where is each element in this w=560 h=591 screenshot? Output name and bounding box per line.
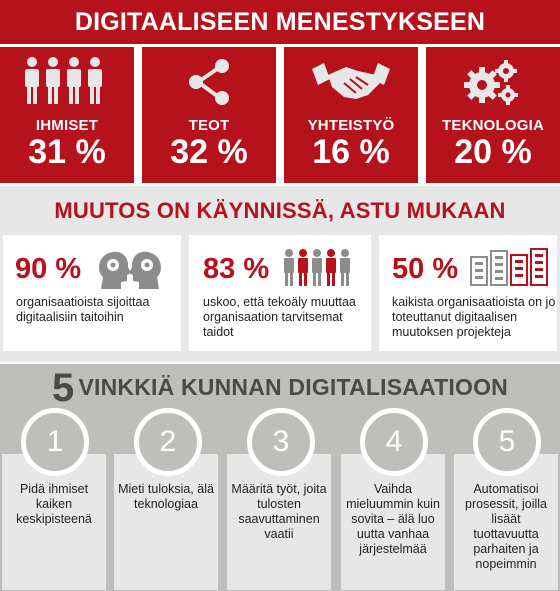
stat-value: 32 % (170, 133, 248, 171)
change-section: MUUTOS ON KÄYNNISSÄ, ASTU MUKAAN 90 % or… (0, 186, 560, 362)
tip-card-4: Vaihda mieluummin kuin sovita – älä luo … (341, 454, 445, 590)
tip-card-3: Määritä työt, joita tulosten saavuttamin… (227, 454, 331, 590)
tips-section: 5 VINKKIÄ KUNNAN DIGITALISAATIOON Pidä ih… (0, 364, 560, 591)
stat-value: 31 % (28, 133, 106, 171)
stat-label: TEKNOLOGIA (442, 117, 544, 134)
tip-text: Pidä ihmiset kaiken keskipisteenä (16, 482, 92, 526)
stat-value: 16 % (312, 133, 390, 171)
tip-text: Vaihda mieluummin kuin sovita – älä luo … (346, 482, 440, 556)
tip-number-1: 1 (21, 408, 89, 476)
stat-label: YHTEISTYÖ (307, 117, 395, 134)
page-title: DIGITAALISEEN MENESTYKSEEN VAIKUTTAVAT: (0, 0, 560, 80)
tip-text: Mieti tuloksia, älä teknologiaa (118, 482, 214, 511)
card-description: kaikista organisaatioista on jo toteutta… (392, 295, 556, 339)
section-title: MUUTOS ON KÄYNNISSÄ, ASTU MUKAAN (54, 198, 506, 223)
people-icon (25, 57, 102, 104)
card-value: 90 % (15, 253, 82, 285)
tip-card-2: Mieti tuloksia, älä teknologiaa (114, 454, 218, 590)
stat-yhteistyo: YHTEISTYÖ 16 % (284, 47, 418, 183)
card-description: organisaatioista sijoittaa digitaalisiin… (16, 295, 150, 324)
buildings-icon (470, 248, 548, 286)
gears-icon (464, 60, 518, 105)
card-description: uskoo, että tekoäly muuttaa organisaatio… (203, 295, 356, 339)
tip-text: Automatisoi prosessit, joilla lisäät tuo… (465, 482, 547, 571)
tip-card-1: Pidä ihmiset kaiken keskipisteenä (2, 454, 106, 590)
tip-number-3: 3 (247, 408, 315, 476)
people-icon (284, 249, 350, 286)
stat-value: 20 % (454, 133, 532, 171)
card-value: 83 % (203, 253, 270, 285)
stat-teot: TEOT 32 % (142, 47, 276, 183)
tip-text: Määritä työt, joita tulosten saavuttamin… (231, 482, 327, 541)
tips-title-text: VINKKIÄ KUNNAN DIGITALISAATIOON (78, 374, 508, 400)
stat-card-skills: 90 % organisaatioista sijoittaa digitaal… (3, 235, 181, 351)
stat-teknologia: TEKNOLOGIA 20 % (426, 47, 560, 183)
stat-card-ai: 83 % uskoo, että tekoäly muuttaa organis… (189, 235, 371, 351)
tip-number-5: 5 (473, 408, 541, 476)
heads-gears-icon (99, 251, 161, 289)
tip-number-2: 2 (134, 408, 202, 476)
card-value: 50 % (392, 253, 459, 285)
handshake-icon (312, 63, 390, 99)
tip-number-4: 4 (360, 408, 428, 476)
share-icon (189, 59, 229, 105)
stat-label: IHMISET (35, 117, 99, 134)
stat-label: TEOT (188, 117, 230, 134)
stat-ihmiset: IHMISET 31 % (0, 47, 134, 183)
tip-card-5: Automatisoi prosessit, joilla lisäät tuo… (454, 454, 558, 590)
stat-card-projects: 50 % kaikista organisaatioista on jo tot… (379, 235, 557, 351)
success-factors: IHMISET 31 % TEOT 32 % (0, 47, 560, 183)
section-title: 5 VINKKIÄ KUNNAN DIGITALISAATIOON (0, 366, 560, 411)
tips-count: 5 (51, 366, 75, 410)
